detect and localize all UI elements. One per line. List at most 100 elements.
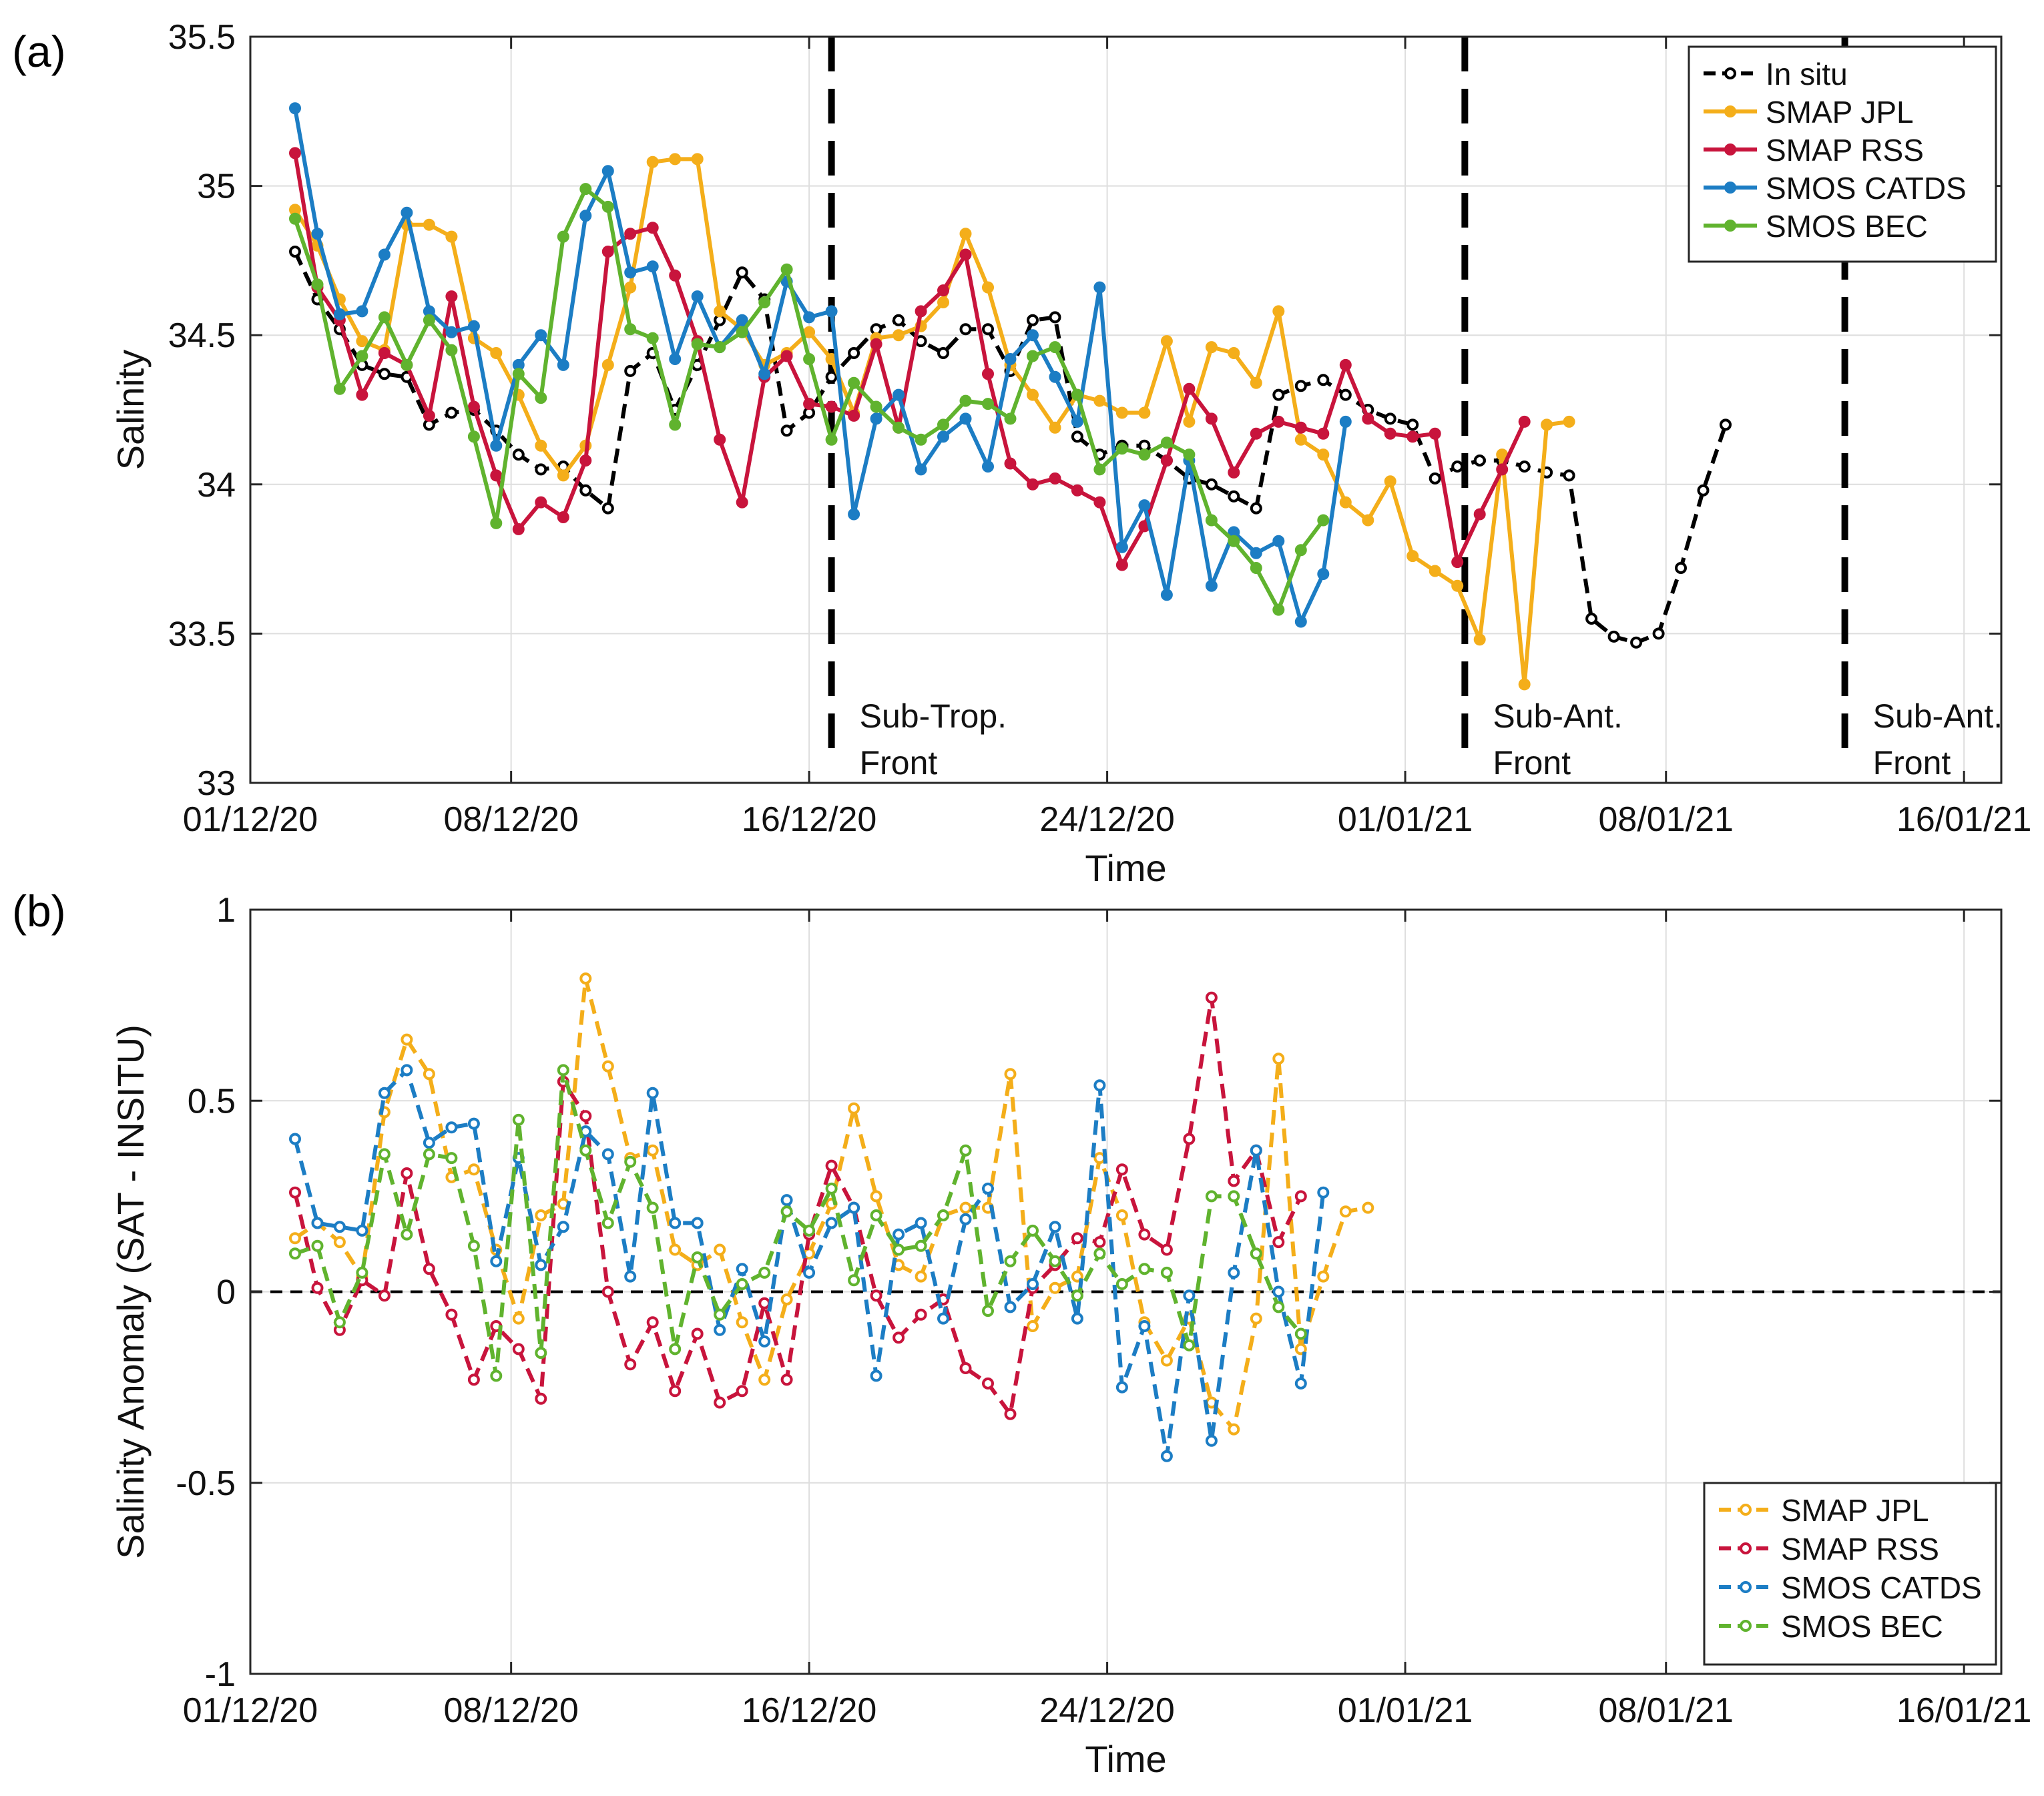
- legend-marker: [1724, 220, 1736, 232]
- data-point: [825, 1217, 838, 1229]
- data-point: [1518, 415, 1531, 428]
- data-point: [557, 511, 569, 523]
- data-point: [579, 210, 592, 222]
- data-point: [1183, 1133, 1196, 1145]
- data-point: [557, 358, 569, 371]
- legend-label: SMOS BEC: [1766, 209, 1928, 244]
- data-point: [467, 320, 480, 332]
- data-point: [289, 1232, 301, 1245]
- data-point: [1518, 461, 1531, 473]
- data-point: [1049, 1255, 1061, 1267]
- data-point: [1294, 1343, 1307, 1356]
- data-point: [736, 1278, 748, 1290]
- data-point: [780, 424, 793, 437]
- data-point: [848, 347, 860, 359]
- data-point: [646, 332, 659, 344]
- data-point: [959, 248, 972, 261]
- data-point: [467, 1163, 480, 1176]
- data-point: [1205, 514, 1218, 527]
- data-point: [1272, 415, 1285, 428]
- data-point: [892, 329, 905, 342]
- data-point: [535, 496, 547, 509]
- series-smos-bec: [289, 183, 1330, 616]
- data-point: [333, 1316, 346, 1329]
- series-group: [289, 102, 1732, 691]
- data-point: [892, 1331, 905, 1344]
- data-point: [1294, 433, 1307, 446]
- data-point: [1720, 418, 1732, 431]
- data-point: [669, 1217, 682, 1229]
- data-point: [870, 1209, 882, 1221]
- data-point: [1115, 406, 1128, 419]
- legend-label: SMAP JPL: [1781, 1493, 1929, 1528]
- data-point: [579, 484, 592, 497]
- data-point: [892, 388, 905, 401]
- panel-label-b: (b): [12, 886, 66, 936]
- data-point: [937, 418, 949, 431]
- data-point: [669, 269, 682, 282]
- data-point: [959, 1213, 972, 1225]
- data-point: [959, 412, 972, 425]
- data-point: [1004, 457, 1017, 470]
- data-point: [1160, 455, 1173, 467]
- data-point: [646, 222, 659, 234]
- data-point: [557, 469, 569, 482]
- data-point: [1071, 484, 1083, 497]
- data-point: [1138, 448, 1151, 461]
- data-point: [1027, 478, 1039, 491]
- data-point: [915, 1308, 927, 1321]
- y-tick-label: 35: [197, 168, 236, 206]
- data-point: [1473, 508, 1486, 521]
- data-point: [490, 1370, 503, 1382]
- data-point: [535, 329, 547, 342]
- data-point: [959, 1201, 972, 1214]
- data-point: [646, 156, 659, 168]
- data-point: [825, 305, 838, 318]
- data-point: [1518, 678, 1531, 691]
- data-point: [959, 394, 972, 407]
- data-point: [1294, 615, 1307, 628]
- panel-label-a: (a): [12, 27, 66, 76]
- data-point: [1093, 1236, 1106, 1249]
- data-point: [982, 1182, 994, 1195]
- data-point: [1697, 484, 1710, 497]
- data-point: [356, 388, 368, 401]
- data-point: [736, 314, 748, 326]
- data-point: [624, 1358, 637, 1371]
- data-point: [423, 1137, 435, 1149]
- legend-label: SMOS CATDS: [1766, 171, 1967, 206]
- data-point: [423, 314, 435, 326]
- data-point: [1294, 1327, 1307, 1340]
- data-point: [1205, 341, 1218, 354]
- data-point: [1160, 1450, 1173, 1462]
- data-point: [423, 1068, 435, 1081]
- data-point: [1563, 469, 1575, 482]
- legend-item: SMAP JPL: [1719, 1493, 1929, 1528]
- data-point: [1071, 415, 1083, 428]
- x-tick-label: 08/01/21: [1599, 800, 1734, 839]
- data-point: [758, 1266, 771, 1279]
- panel-b-anomaly-chart: 01/12/20 08/12/20 16/12/20 24/12/20 01/01/21…: [109, 891, 2031, 1780]
- data-point: [1250, 427, 1262, 440]
- data-point: [624, 1155, 637, 1168]
- legend-label: SMAP RSS: [1781, 1532, 1939, 1566]
- legend-item: SMOS CATDS: [1704, 171, 1967, 206]
- data-point: [1563, 415, 1575, 428]
- data-point: [669, 1243, 682, 1256]
- data-point: [959, 1144, 972, 1157]
- data-point: [848, 376, 860, 389]
- data-point: [1004, 1408, 1017, 1420]
- data-point: [1272, 305, 1285, 318]
- data-point: [669, 1343, 682, 1356]
- data-point: [1407, 550, 1419, 563]
- series-line: [294, 1068, 1303, 1378]
- data-point: [1272, 388, 1285, 401]
- panel-a-salinity-chart: Sub-Trop. Front Sub-Ant. Front Sub-Ant. Front…: [109, 18, 2031, 889]
- legend-marker: [1724, 143, 1736, 156]
- data-point: [736, 1316, 748, 1329]
- data-point: [445, 1308, 458, 1321]
- data-point: [624, 281, 637, 294]
- data-point: [1407, 418, 1419, 431]
- data-point: [780, 263, 793, 276]
- data-point: [535, 1347, 547, 1360]
